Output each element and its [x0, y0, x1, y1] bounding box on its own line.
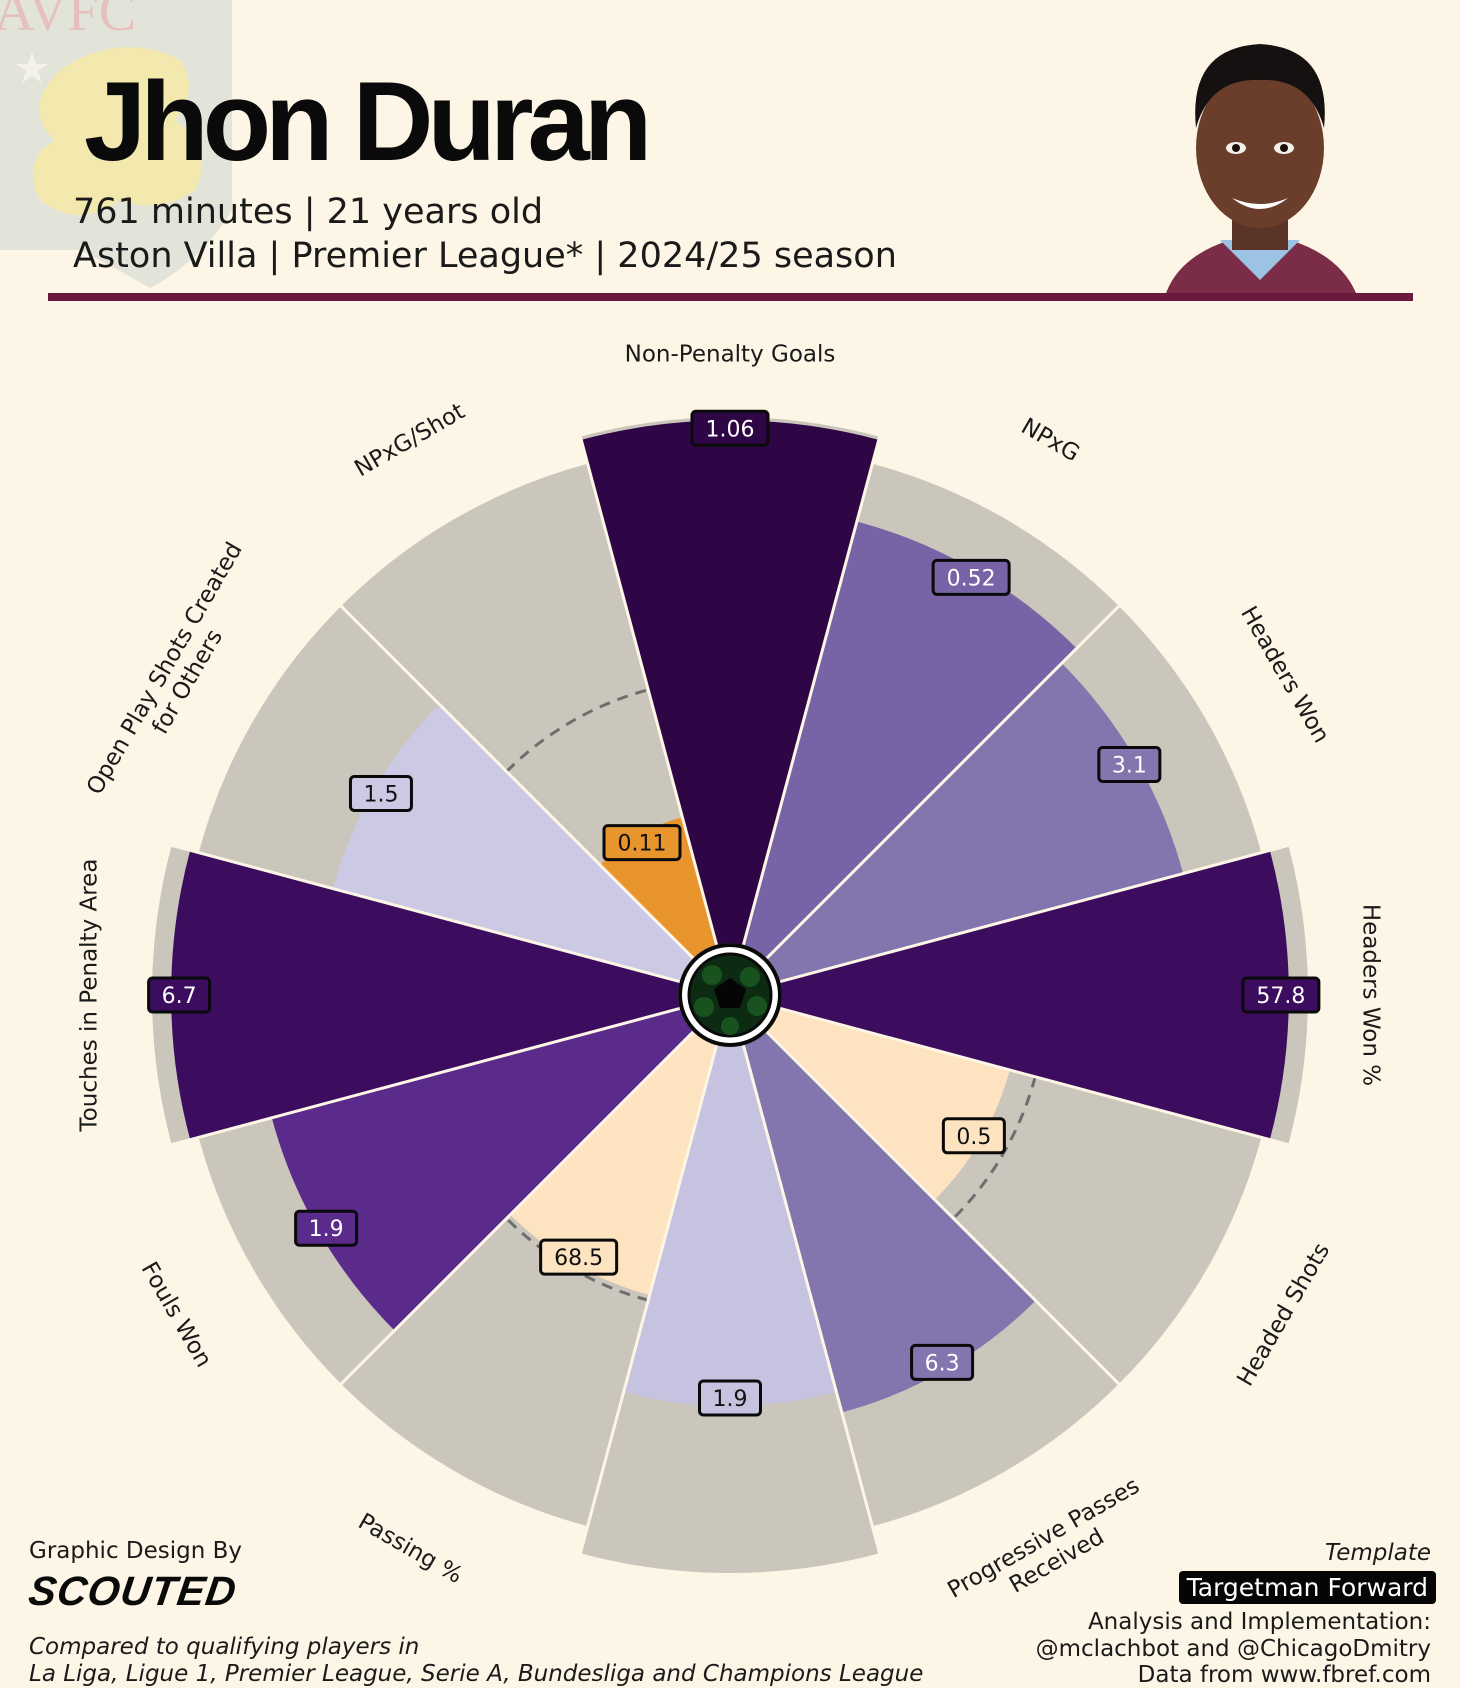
svg-text:1.06: 1.06	[706, 417, 755, 442]
data-source: Data from www.fbref.com	[1137, 1662, 1431, 1688]
category-label: Passing %	[354, 1509, 467, 1589]
svg-text:0.52: 0.52	[947, 566, 996, 591]
value-label: 68.5	[539, 1238, 619, 1276]
slice-divider	[575, 1044, 718, 1566]
slice-divider	[575, 424, 718, 946]
value-label: 0.5	[941, 1117, 1006, 1155]
comparison-note-line-2: La Liga, Ligue 1, Premier League, Serie …	[29, 1661, 924, 1687]
player-minutes-age: 761 minutes | 21 years old	[73, 192, 544, 232]
category-label: Touches in Penalty Area	[77, 859, 103, 1133]
svg-text:6.7: 6.7	[162, 984, 197, 1009]
value-label: 0.52	[931, 558, 1011, 596]
template-label: Template	[1324, 1540, 1431, 1566]
crest-text: AVFC	[0, 0, 136, 43]
value-slice	[271, 1008, 694, 1331]
analysis-authors: @mclachbot and @ChicagoDmitry	[1035, 1636, 1431, 1662]
value-slice	[171, 850, 680, 1140]
slice-divider	[765, 576, 1149, 960]
value-slice	[623, 1045, 837, 1407]
category-label: Non-Penalty Goals	[625, 342, 836, 368]
category-label: Fouls Won	[136, 1258, 217, 1372]
value-label: 3.1	[1097, 745, 1162, 783]
value-label: 6.7	[147, 976, 212, 1014]
slice-divider	[765, 1030, 1149, 1414]
value-slice	[766, 663, 1184, 982]
player-name: Jhon Duran	[84, 59, 652, 184]
svg-text:57.8: 57.8	[1256, 984, 1305, 1009]
category-label: NPxG/Shot	[350, 398, 469, 482]
slice-divider	[779, 1007, 1301, 1150]
value-label: 1.9	[294, 1209, 359, 1247]
club-crest-watermark: AVFC	[0, 0, 232, 288]
slice-divider	[742, 1044, 885, 1566]
player-club-league-season: Aston Villa | Premier League* | 2024/25 …	[73, 236, 897, 276]
value-label: 0.11	[602, 824, 682, 862]
slice-divider	[311, 576, 695, 960]
credit-label: Graphic Design By	[29, 1538, 243, 1564]
svg-text:0.11: 0.11	[618, 832, 667, 857]
brand-logo: SCOUTED	[25, 1568, 240, 1614]
category-label: Headed Shots	[1232, 1239, 1335, 1391]
header-divider	[48, 293, 1413, 301]
slice-divider	[159, 1007, 681, 1150]
player-portrait	[1166, 44, 1356, 293]
category-label: NPxG	[1017, 413, 1084, 467]
svg-text:1.9: 1.9	[309, 1217, 344, 1242]
svg-text:1.9: 1.9	[713, 1387, 748, 1412]
slice-divider	[311, 1030, 695, 1414]
category-label: Headers Won	[1235, 602, 1334, 748]
value-label: 1.5	[348, 774, 413, 812]
slice-divider	[742, 424, 885, 946]
svg-text:68.5: 68.5	[554, 1246, 603, 1271]
pizza-chart: 1.06 0.52 3.1 57.8 0.5 6.3 1.9 68.5 1.9 6.7 1.5 0.1…	[77, 342, 1384, 1610]
value-slice	[510, 1031, 717, 1296]
value-label: 6.3	[910, 1343, 975, 1381]
value-slice	[743, 521, 1077, 959]
svg-text:3.1: 3.1	[1112, 753, 1147, 778]
svg-text:1.5: 1.5	[363, 782, 398, 807]
value-label: 57.8	[1241, 976, 1321, 1014]
soccer-ball-icon	[678, 943, 782, 1047]
value-slice	[780, 850, 1289, 1140]
category-label: Headers Won %	[1358, 904, 1384, 1086]
value-label: 1.9	[698, 1379, 762, 1417]
slice-divider	[159, 840, 681, 983]
analysis-label: Analysis and Implementation:	[1087, 1609, 1431, 1635]
category-label: Progressive PassesReceived	[943, 1472, 1157, 1610]
value-slice	[581, 420, 879, 945]
svg-text:6.3: 6.3	[925, 1351, 960, 1376]
template-badge: Targetman Forward	[1178, 1571, 1436, 1604]
svg-text:0.5: 0.5	[956, 1125, 991, 1150]
slice-divider	[779, 840, 1301, 983]
value-label: 1.06	[690, 409, 770, 447]
comparison-note-line-1: Compared to qualifying players in	[29, 1634, 420, 1660]
reference-arc	[505, 688, 649, 773]
